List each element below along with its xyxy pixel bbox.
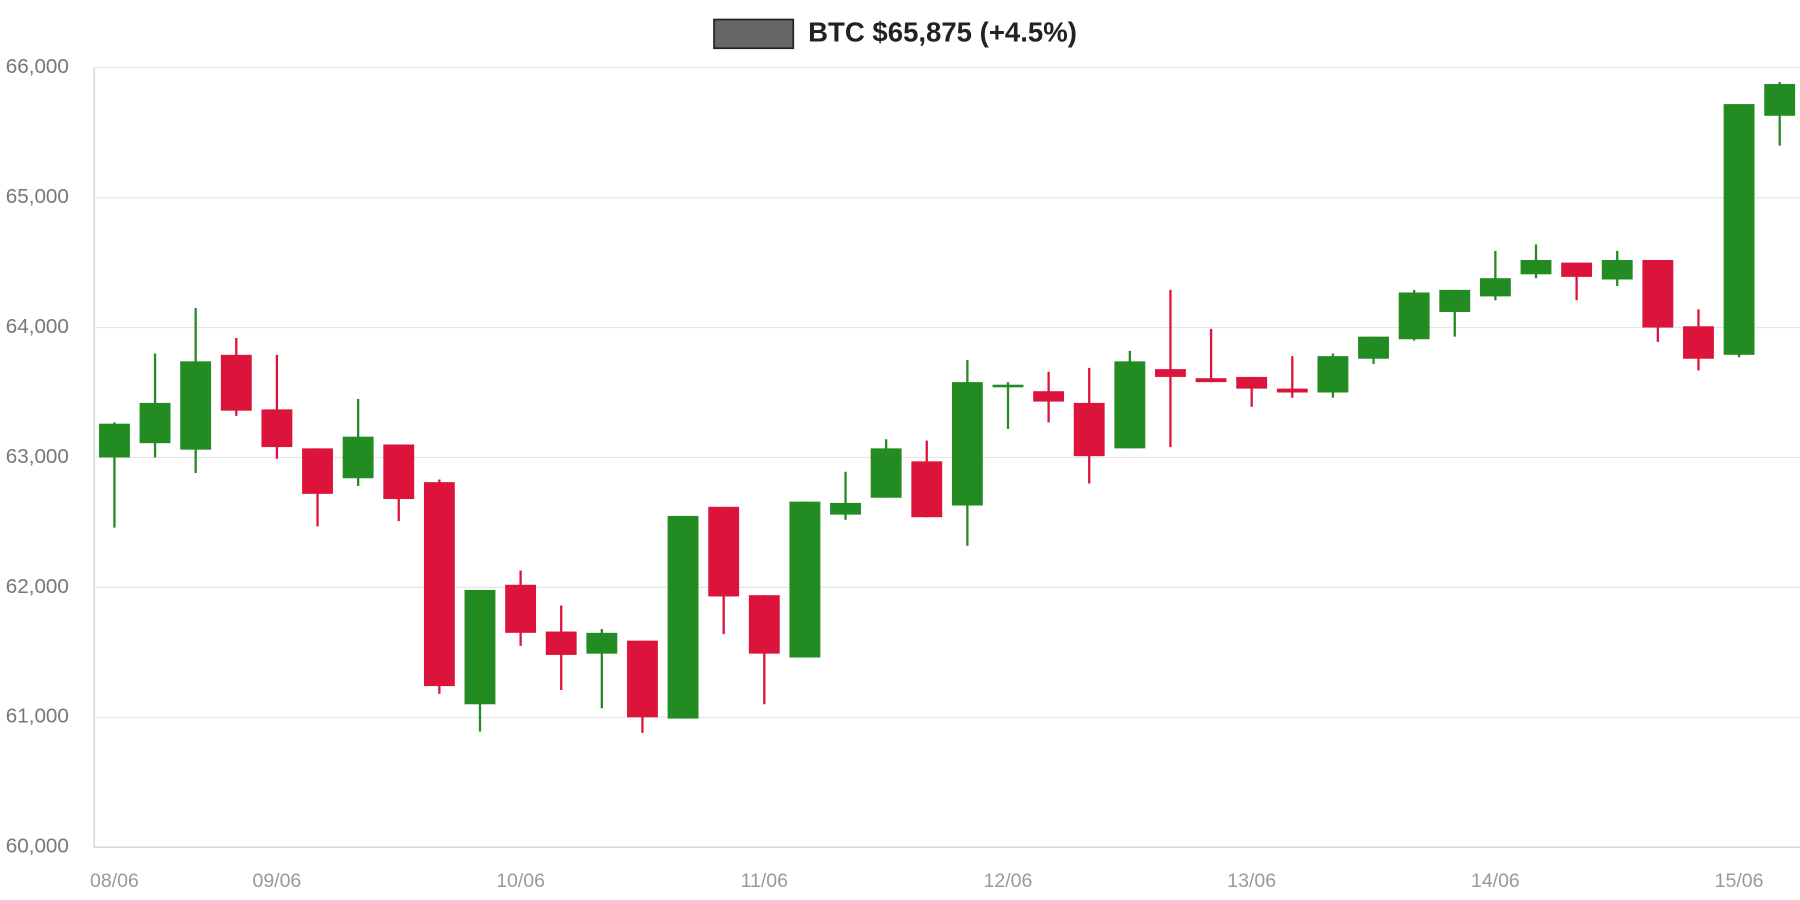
x-tick-label: 08/06 (90, 870, 139, 892)
candle-body (545, 631, 577, 655)
candle-body (464, 589, 496, 705)
y-tick-label: 60,000 (6, 835, 69, 858)
candle-body (911, 461, 943, 518)
candle-body (505, 584, 537, 633)
candle-body (1520, 259, 1552, 275)
candle-body (1114, 361, 1146, 449)
y-tick-label: 65,000 (6, 185, 69, 208)
candle-body (1276, 388, 1308, 393)
candle-body (1764, 83, 1796, 116)
candle-body (1439, 289, 1471, 312)
candle-body (1236, 376, 1268, 389)
candle-body (1195, 378, 1227, 383)
candle-body (830, 502, 861, 515)
candle-body (951, 382, 983, 506)
y-tick-label: 61,000 (6, 705, 69, 728)
x-tick-label: 09/06 (252, 870, 301, 892)
candle-body (748, 595, 780, 654)
candle-body (342, 436, 374, 479)
x-tick-label: 14/06 (1471, 870, 1520, 892)
y-tick-label: 62,000 (6, 575, 69, 598)
candle-body (1317, 356, 1349, 393)
candle-body (1642, 259, 1674, 328)
y-tick-label: 63,000 (6, 445, 69, 468)
candle-body (789, 501, 821, 658)
candle-body (261, 409, 293, 448)
candle-body (627, 640, 658, 718)
x-tick-label: 12/06 (984, 870, 1033, 892)
candle-body (992, 384, 1024, 388)
x-tick-label: 15/06 (1715, 870, 1764, 892)
candle-body (870, 448, 902, 498)
legend-label: BTC $65,875 (+4.5%) (808, 17, 1077, 48)
candle-body (220, 354, 252, 411)
candle-body (99, 423, 130, 458)
candle-body (1683, 326, 1714, 359)
candle-body (383, 444, 415, 500)
candle-body (1561, 262, 1593, 277)
candle-body (1073, 402, 1105, 457)
candle-body (1358, 336, 1389, 359)
x-tick-label: 10/06 (496, 870, 545, 892)
candle-body (302, 448, 333, 494)
candle-body (180, 361, 212, 450)
candle-body (1398, 292, 1430, 340)
x-tick-label: 11/06 (741, 870, 788, 892)
candle-body (708, 506, 740, 597)
candle-body (1033, 391, 1065, 402)
legend-swatch (713, 18, 795, 50)
y-tick-label: 66,000 (6, 55, 69, 78)
candle-body (423, 482, 455, 687)
candle-body (1601, 259, 1633, 280)
y-tick-label: 64,000 (6, 315, 69, 338)
candle-body (667, 515, 699, 719)
candle-body (1723, 104, 1755, 355)
x-tick-label: 13/06 (1227, 870, 1276, 892)
candle-body (1155, 369, 1186, 377)
candle-body (586, 632, 618, 654)
candle-body (139, 402, 171, 444)
candle-body (1479, 278, 1511, 297)
